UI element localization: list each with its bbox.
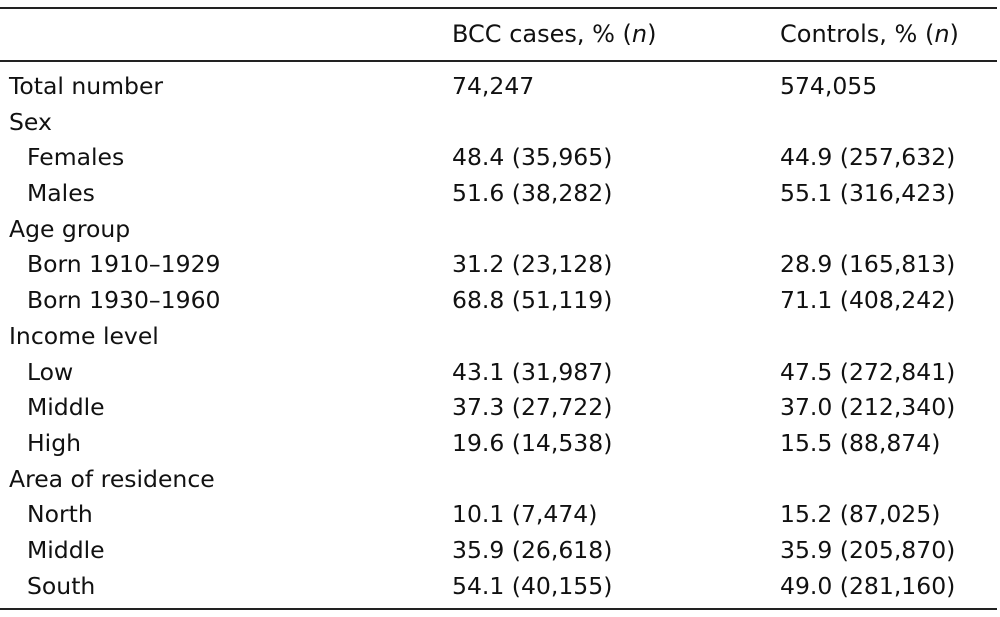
bcc-cases-value: 48.4 (35,965) bbox=[452, 143, 613, 172]
controls-value: 37.0 (212,340) bbox=[780, 393, 956, 422]
table-row: Low 43.1 (31,987) 47.5 (272,841) bbox=[0, 355, 1000, 391]
controls-value: 574,055 bbox=[780, 72, 878, 100]
bcc-cases-value: 43.1 (31,987) bbox=[452, 357, 613, 386]
header-bcc-cases: BCC cases, % (n) bbox=[452, 20, 657, 48]
top-rule bbox=[0, 7, 997, 9]
table-row: North 10.1 (7,474) 15.2 (87,025) bbox=[0, 497, 1000, 533]
controls-value: 15.5 (88,874) bbox=[780, 428, 941, 457]
bcc-cases-value: 31.2 (23,128) bbox=[452, 250, 613, 279]
header-controls: Controls, % (n) bbox=[780, 20, 959, 48]
bcc-cases-value: 10.1 (7,474) bbox=[452, 500, 598, 529]
bcc-cases-value: 35.9 (26,618) bbox=[452, 535, 613, 564]
row-label: Income level bbox=[9, 321, 159, 350]
table-row: High 19.6 (14,538) 15.5 (88,874) bbox=[0, 426, 1000, 462]
row-label: Middle bbox=[27, 393, 105, 422]
table-row: Males 51.6 (38,282) 55.1 (316,423) bbox=[0, 176, 1000, 212]
table-row: Income level bbox=[0, 319, 1000, 355]
table-row: Middle 37.3 (27,722) 37.0 (212,340) bbox=[0, 390, 1000, 426]
controls-value: 44.9 (257,632) bbox=[780, 143, 956, 172]
row-label: Low bbox=[27, 357, 74, 386]
controls-value: 28.9 (165,813) bbox=[780, 250, 956, 279]
bottom-rule bbox=[0, 608, 997, 610]
row-label: North bbox=[27, 500, 93, 529]
row-label: Area of residence bbox=[9, 464, 215, 493]
controls-value: 35.9 (205,870) bbox=[780, 535, 956, 564]
table-row: Born 1930–1960 68.8 (51,119) 71.1 (408,242… bbox=[0, 283, 1000, 319]
table-row: Total number 74,247 574,055 bbox=[0, 69, 1000, 105]
controls-value: 49.0 (281,160) bbox=[780, 571, 956, 600]
row-label: Sex bbox=[9, 107, 52, 136]
bcc-cases-value: 51.6 (38,282) bbox=[452, 179, 613, 208]
table-row: Females 48.4 (35,965) 44.9 (257,632) bbox=[0, 140, 1000, 176]
table-row: South 54.1 (40,155) 49.0 (281,160) bbox=[0, 569, 1000, 605]
table-row: Area of residence bbox=[0, 462, 1000, 498]
bcc-cases-value: 19.6 (14,538) bbox=[452, 428, 613, 457]
controls-value: 55.1 (316,423) bbox=[780, 179, 956, 208]
table-row: Born 1910–1929 31.2 (23,128) 28.9 (165,813… bbox=[0, 247, 1000, 283]
row-label: Males bbox=[27, 179, 95, 208]
table-row: Middle 35.9 (26,618) 35.9 (205,870) bbox=[0, 533, 1000, 569]
row-label: Born 1910–1929 bbox=[27, 250, 221, 279]
table-body: Total number 74,247 574,055 Sex Females 48.4 … bbox=[0, 69, 1000, 604]
table-row: Sex bbox=[0, 105, 1000, 141]
row-label: High bbox=[27, 428, 82, 457]
row-label: Females bbox=[27, 143, 125, 172]
bcc-cases-value: 68.8 (51,119) bbox=[452, 286, 613, 315]
row-label: Total number bbox=[9, 72, 164, 100]
bcc-cases-value: 74,247 bbox=[452, 72, 535, 100]
row-label: Born 1930–1960 bbox=[27, 286, 221, 315]
row-label: Age group bbox=[9, 214, 131, 243]
bcc-cases-value: 37.3 (27,722) bbox=[452, 393, 613, 422]
row-label: Middle bbox=[27, 535, 105, 564]
header-rule bbox=[0, 60, 997, 62]
row-label: South bbox=[27, 571, 96, 600]
controls-value: 15.2 (87,025) bbox=[780, 500, 941, 529]
table-row: Age group bbox=[0, 212, 1000, 248]
controls-value: 47.5 (272,841) bbox=[780, 357, 956, 386]
controls-value: 71.1 (408,242) bbox=[780, 286, 956, 315]
bcc-cases-value: 54.1 (40,155) bbox=[452, 571, 613, 600]
